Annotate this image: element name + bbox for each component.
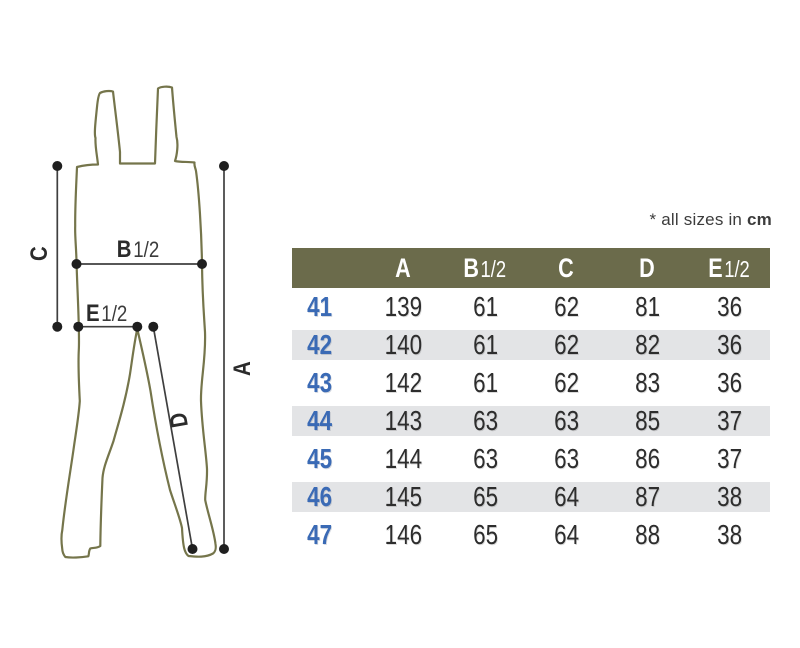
measure-dot (219, 161, 229, 171)
value-cell: 62 (554, 329, 579, 360)
dimension-label-c: C (30, 246, 52, 261)
size-cell: 41 (307, 291, 333, 322)
value-cell: 61 (472, 367, 498, 398)
measure-dot (187, 544, 198, 554)
units-note-unit: cm (747, 210, 772, 229)
value-cell: 65 (472, 519, 498, 550)
value-cell: 63 (472, 443, 498, 474)
dimension-label-a: A (228, 361, 255, 376)
measurement-line-d (152, 326, 194, 550)
waders-outline (60, 85, 217, 559)
value-cell: 62 (554, 291, 579, 322)
measure-dot (219, 544, 229, 554)
table-row: 45 144 63 63 86 37 (292, 440, 770, 478)
units-note-text: * all sizes in (649, 210, 743, 229)
value-cell: 144 (385, 443, 423, 474)
size-cell: 42 (307, 329, 333, 360)
size-cell: 43 (307, 367, 333, 398)
value-cell: 61 (472, 291, 498, 322)
value-cell: 81 (635, 291, 661, 322)
value-cell: 143 (385, 405, 423, 436)
value-cell: 85 (635, 405, 661, 436)
value-cell: 88 (635, 519, 661, 550)
value-cell: 38 (716, 481, 742, 512)
table-row: 41 139 61 62 81 36 (292, 288, 770, 326)
header-cell-c: C (557, 252, 574, 283)
size-table: A B1/2 C D E1/2 41 139 61 62 81 36 42 14… (292, 248, 770, 554)
measure-dot (52, 321, 63, 332)
header-cell-b: B1/2 (463, 252, 507, 283)
units-note: * all sizes in cm (650, 210, 772, 230)
measure-dot (132, 321, 143, 332)
header-cell-e: E1/2 (708, 252, 751, 283)
value-cell: 86 (635, 443, 661, 474)
value-cell: 37 (716, 405, 742, 436)
value-cell: 36 (716, 291, 742, 322)
table-row: 44 143 63 63 85 37 (292, 402, 770, 440)
table-row: 46 145 65 64 87 38 (292, 478, 770, 516)
value-cell: 83 (635, 367, 661, 398)
size-cell: 44 (307, 405, 333, 436)
measure-dot (52, 161, 63, 171)
value-cell: 36 (716, 329, 742, 360)
header-cell-a: A (395, 252, 411, 283)
measure-dot (148, 321, 159, 332)
dimension-label-d: D (164, 411, 193, 430)
value-cell: 87 (635, 481, 661, 512)
value-cell: 82 (635, 329, 661, 360)
value-cell: 61 (472, 329, 498, 360)
header-cell-d: D (639, 252, 655, 283)
size-cell: 46 (307, 481, 333, 512)
value-cell: 36 (716, 367, 742, 398)
value-cell: 62 (554, 367, 579, 398)
value-cell: 64 (554, 519, 579, 550)
value-cell: 145 (385, 481, 423, 512)
dimension-label-e-half: E1/2 (86, 299, 127, 326)
table-row: 43 142 61 62 83 36 (292, 364, 770, 402)
table-row: 47 146 65 64 88 38 (292, 516, 770, 554)
value-cell: 146 (385, 519, 423, 550)
value-cell: 140 (385, 329, 423, 360)
value-cell: 64 (554, 481, 579, 512)
value-cell: 63 (472, 405, 498, 436)
dimension-label-b-half: B1/2 (117, 235, 159, 262)
table-header: A B1/2 C D E1/2 (292, 248, 770, 288)
value-cell: 37 (716, 443, 742, 474)
value-cell: 38 (716, 519, 742, 550)
value-cell: 139 (385, 291, 423, 322)
value-cell: 142 (385, 367, 423, 398)
measure-dot (73, 321, 84, 332)
measure-dot (71, 259, 82, 269)
table-row: 42 140 61 62 82 36 (292, 326, 770, 364)
measure-dot (197, 259, 207, 269)
value-cell: 65 (472, 481, 498, 512)
value-cell: 63 (554, 405, 579, 436)
size-cell: 45 (307, 443, 333, 474)
value-cell: 63 (554, 443, 579, 474)
waders-diagram: C A D B1/2 E1/2 (30, 85, 255, 559)
size-cell: 47 (307, 519, 333, 550)
